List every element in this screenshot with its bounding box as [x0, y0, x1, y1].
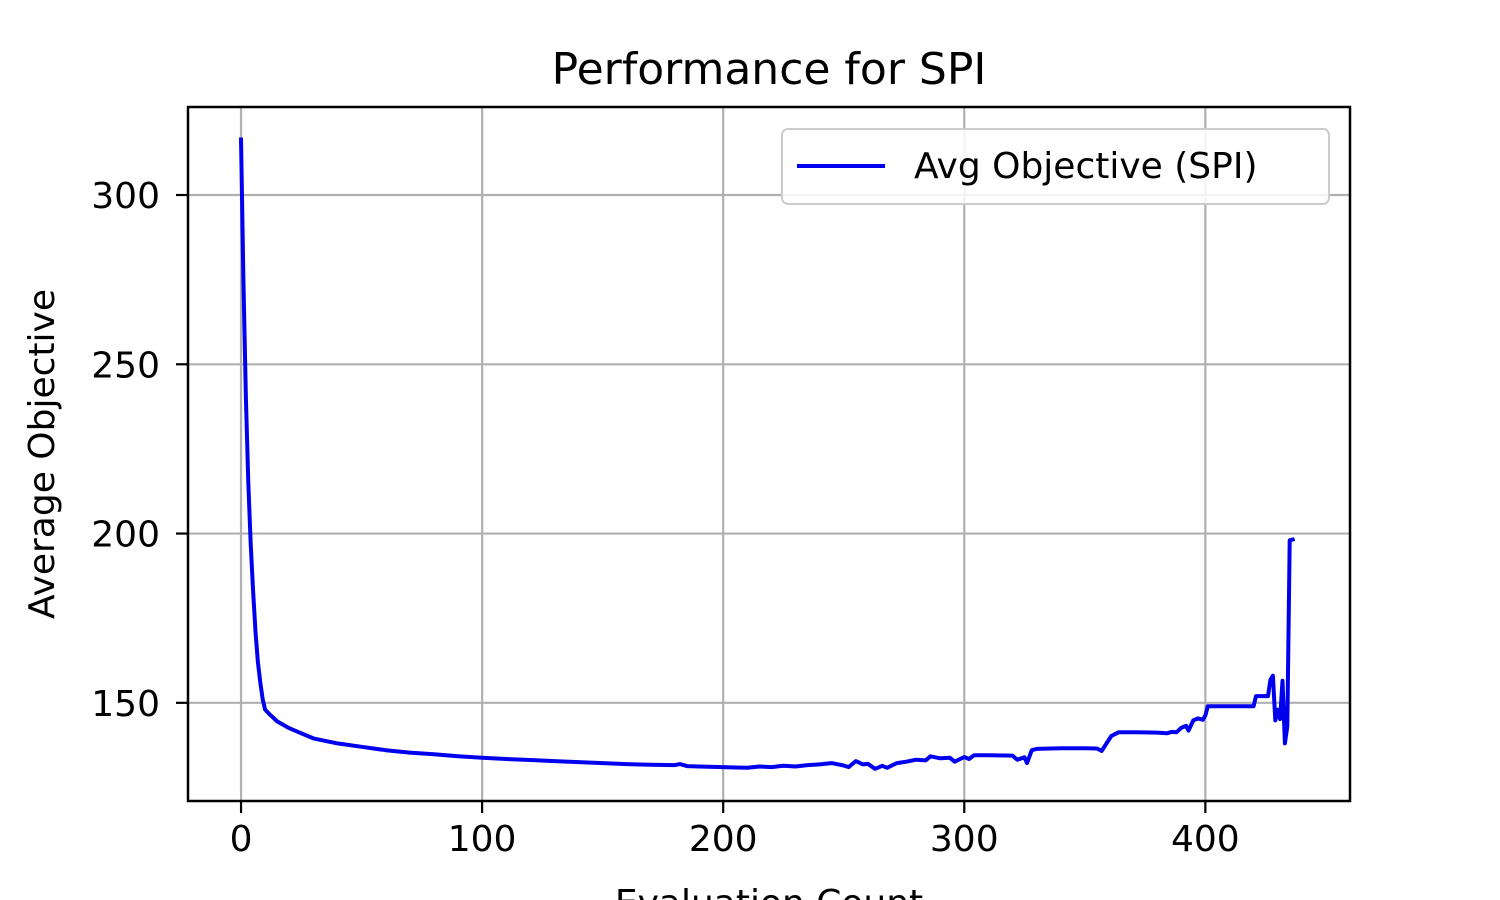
x-tick-label: 200 [689, 819, 758, 860]
legend-label: Avg Objective (SPI) [914, 146, 1258, 187]
x-tick-label: 400 [1171, 819, 1240, 860]
y-tick-label: 250 [91, 345, 160, 386]
x-tick-label: 300 [930, 819, 999, 860]
x-axis-label: Evaluation Count [615, 883, 923, 900]
x-tick-label: 0 [230, 819, 253, 860]
y-axis-label: Average Objective [22, 289, 63, 619]
y-tick-label: 300 [91, 176, 160, 217]
legend-box [781, 128, 1330, 205]
y-tick-label: 150 [91, 684, 160, 725]
series-line-avg-objective [239, 137, 1296, 771]
legend: Avg Objective (SPI) [781, 128, 1330, 205]
chart-title: Performance for SPI [552, 44, 987, 95]
grid-lines [188, 107, 1350, 801]
axis-ticks: 0 100 200 300 400 150 200 250 300 [91, 176, 1239, 860]
series-layer [239, 137, 1296, 771]
y-tick-label: 200 [91, 515, 160, 556]
x-tick-label: 100 [448, 819, 517, 860]
plot-area-frame [186, 105, 1352, 803]
